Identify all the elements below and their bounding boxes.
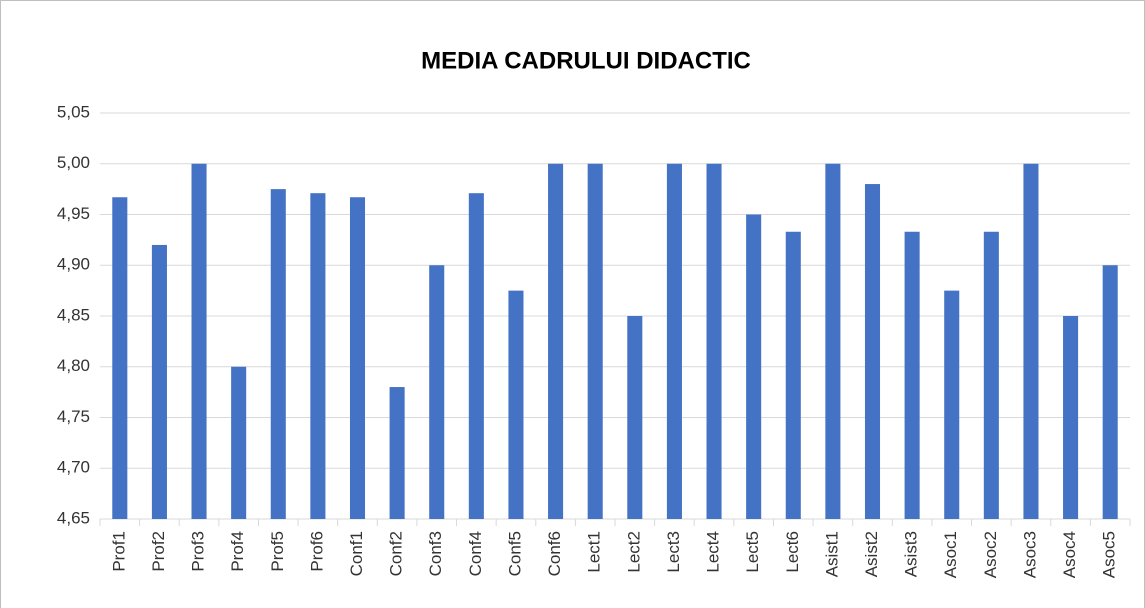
y-tick-label: 4,90 — [57, 255, 90, 274]
bar — [983, 231, 999, 519]
bar — [944, 290, 960, 519]
x-tick-label: Lect3 — [664, 531, 683, 573]
bar — [151, 244, 167, 519]
bar — [508, 290, 524, 519]
x-tick-label: Prof4 — [228, 531, 247, 572]
bar — [231, 366, 247, 519]
y-tick-label: 4,85 — [57, 305, 90, 324]
x-tick-label: Asoc4 — [1060, 531, 1079, 578]
x-tick-label: Conf3 — [426, 531, 445, 576]
bar — [349, 197, 366, 519]
x-tick-label: Asist2 — [862, 531, 881, 577]
chart-title: MEDIA CADRULUI DIDACTIC — [421, 47, 751, 74]
bar — [468, 193, 484, 519]
x-tick-label: Lect4 — [704, 531, 723, 573]
y-tick-label: 4,80 — [57, 356, 90, 375]
bar — [746, 214, 762, 519]
bar — [389, 387, 405, 519]
x-tick-label: Asoc1 — [941, 531, 960, 578]
y-tick-label: 4,65 — [57, 508, 90, 527]
bar — [112, 197, 128, 519]
x-tick-label: Lect2 — [624, 531, 643, 573]
y-tick-label: 4,75 — [57, 407, 90, 426]
bar — [904, 231, 920, 519]
bar — [270, 189, 286, 519]
y-tick-label: 5,00 — [57, 153, 90, 172]
bar — [706, 163, 722, 519]
x-tick-label: Conf1 — [347, 531, 366, 576]
x-tick-label: Lect6 — [783, 531, 802, 573]
bar — [1063, 316, 1079, 519]
bar — [825, 163, 841, 519]
x-tick-label: Prof5 — [268, 531, 287, 572]
x-tick-label: Lect5 — [743, 531, 762, 573]
x-tick-label: Prof2 — [149, 531, 168, 572]
bar — [666, 163, 682, 519]
x-tick-label: Conf2 — [387, 531, 406, 576]
x-tick-label: Asoc2 — [981, 531, 1000, 578]
x-tick-label: Conf4 — [466, 531, 485, 576]
x-tick-label: Asoc5 — [1100, 531, 1119, 578]
bar — [310, 193, 326, 519]
x-tick-label: Prof6 — [307, 531, 326, 572]
x-tick-label: Prof1 — [109, 531, 128, 572]
bar — [627, 316, 643, 519]
bar — [191, 163, 207, 519]
x-tick-label: Asist1 — [822, 531, 841, 577]
x-tick-label: Conf5 — [505, 531, 524, 576]
bar — [587, 163, 603, 519]
bar — [1023, 163, 1039, 519]
bar — [429, 265, 445, 519]
x-tick-label: Asist3 — [902, 531, 921, 577]
x-tick-label: Prof3 — [189, 531, 208, 572]
bar — [1102, 265, 1118, 519]
x-tick-label: Lect1 — [585, 531, 604, 573]
x-tick-label: Conf6 — [545, 531, 564, 576]
y-tick-label: 5,05 — [57, 102, 90, 121]
y-tick-label: 4,95 — [57, 204, 90, 223]
y-tick-label: 4,70 — [57, 458, 90, 477]
bar — [864, 184, 881, 520]
x-tick-label: Asoc3 — [1020, 531, 1039, 578]
bar — [548, 163, 564, 519]
bar — [785, 231, 801, 519]
